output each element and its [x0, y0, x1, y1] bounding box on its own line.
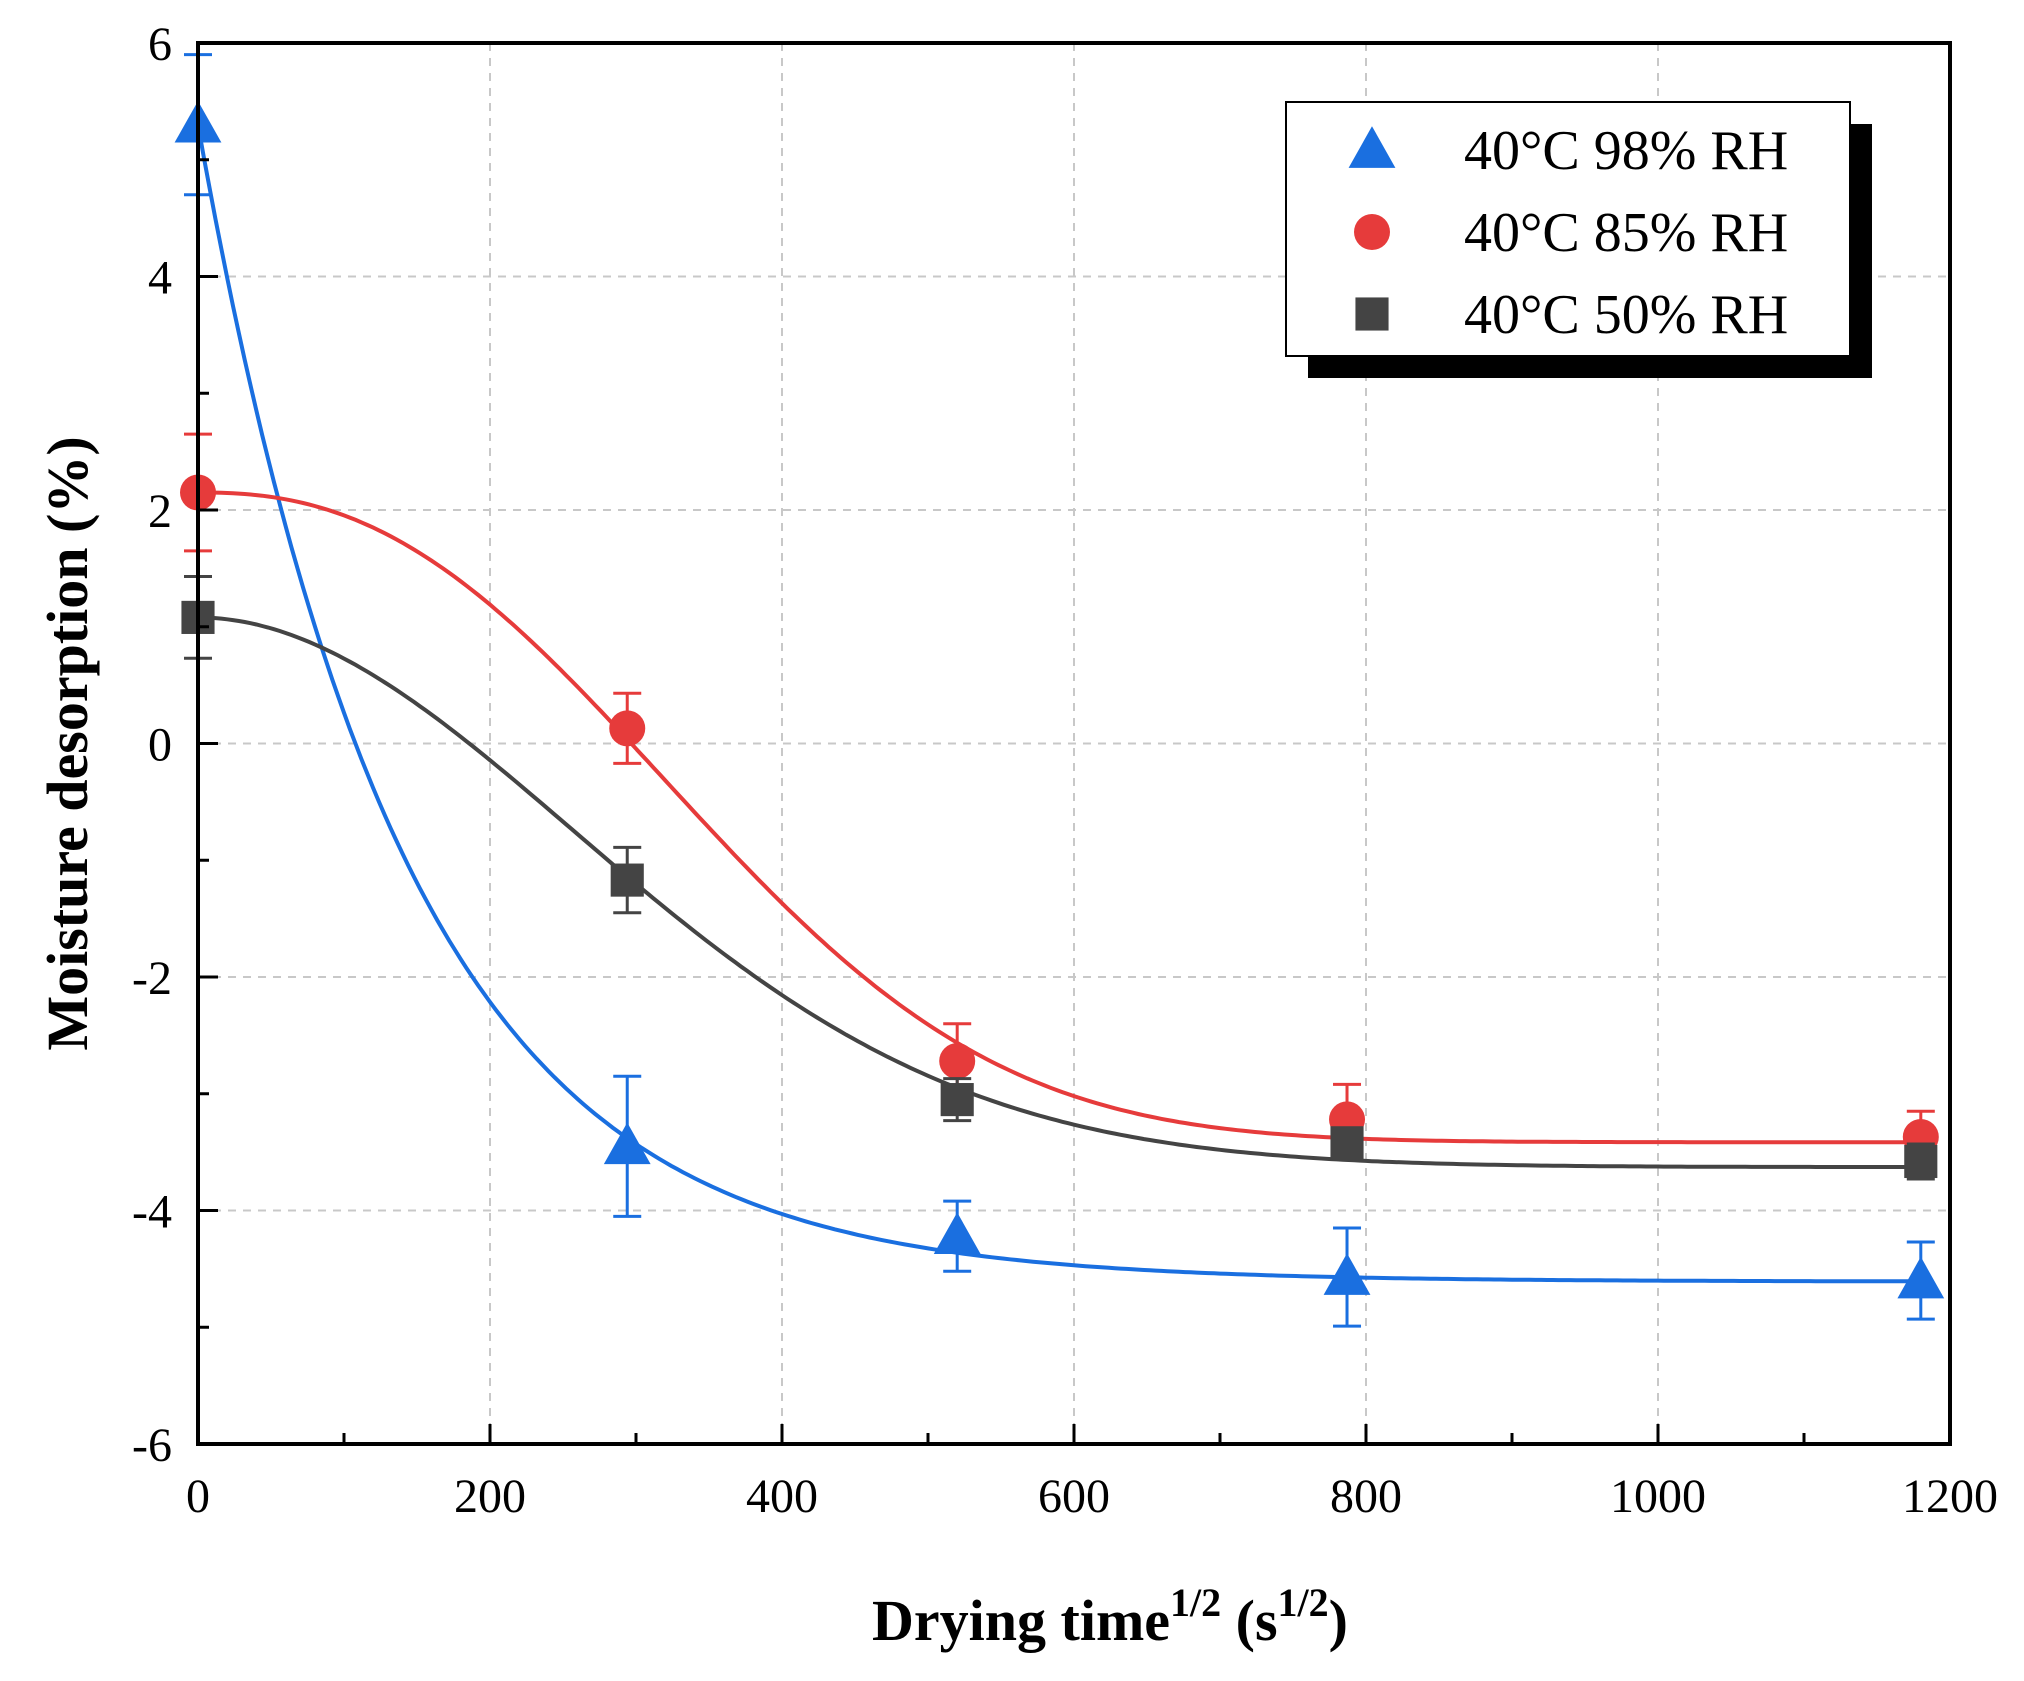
y-tick-label: 4 [148, 252, 172, 305]
fit-curves [196, 124, 1921, 1284]
y-tick-label: -2 [132, 952, 172, 1005]
y-tick-label: 2 [148, 485, 172, 538]
grid [198, 43, 1950, 1444]
x-tick-label: 1000 [1610, 1470, 1706, 1523]
tick-labels: 0 200 400 600 800 1000 1200 -6 -4 -2 0 2 4 6 [132, 18, 1998, 1523]
data-point [1330, 1126, 1364, 1160]
legend-marker-square [1355, 297, 1389, 331]
legend-marker-triangle [1348, 126, 1396, 168]
y-tick-label: -6 [132, 1419, 172, 1472]
fit-curve [197, 615, 1921, 1169]
x-axis-title-unit-sup: 1/2 [1278, 1580, 1329, 1625]
series-circle [180, 432, 1939, 1165]
x-axis-title: Drying time1/2 (s1/2) [872, 1580, 1348, 1653]
x-axis-title-main: Drying time [872, 1588, 1170, 1653]
legend-label: 40°C 98% RH [1464, 120, 1788, 182]
y-tick-label: 0 [148, 719, 172, 772]
legend-label: 40°C 50% RH [1464, 284, 1788, 346]
legend: 40°C 98% RH 40°C 85% RH 40°C 50% RH [1285, 101, 1872, 378]
fit-curve [196, 124, 1921, 1284]
data-point [933, 1212, 981, 1255]
x-tick-label: 400 [746, 1470, 818, 1523]
y-axis-title: Moisture desorption (%) [35, 436, 100, 1050]
x-tick-label: 800 [1330, 1470, 1402, 1523]
y-tick-label: 6 [148, 18, 172, 71]
x-axis-title-unit-open: (s [1221, 1588, 1277, 1653]
data-point [610, 863, 644, 897]
data-point [1323, 1253, 1371, 1295]
x-tick-label: 600 [1038, 1470, 1110, 1523]
axis-ticks [196, 41, 1952, 1446]
x-axis-title-sup: 1/2 [1170, 1580, 1221, 1625]
series-square [181, 575, 1938, 1181]
legend-label: 40°C 85% RH [1464, 202, 1788, 264]
data-point [939, 1043, 976, 1080]
legend-entries: 40°C 98% RH 40°C 85% RH 40°C 50% RH [1348, 120, 1788, 346]
x-tick-label: 200 [454, 1470, 526, 1523]
data-point [1904, 1144, 1938, 1179]
data-point [603, 1122, 651, 1165]
y-tick-label: -4 [132, 1186, 172, 1239]
x-tick-label: 1200 [1902, 1470, 1998, 1523]
x-axis-title-unit-close: ) [1329, 1588, 1348, 1653]
data-point [609, 710, 646, 747]
data-point [1897, 1256, 1945, 1299]
data-point [940, 1083, 974, 1117]
legend-marker-circle [1354, 214, 1390, 250]
fit-curve [198, 490, 1921, 1145]
x-tick-label: 0 [186, 1470, 210, 1523]
